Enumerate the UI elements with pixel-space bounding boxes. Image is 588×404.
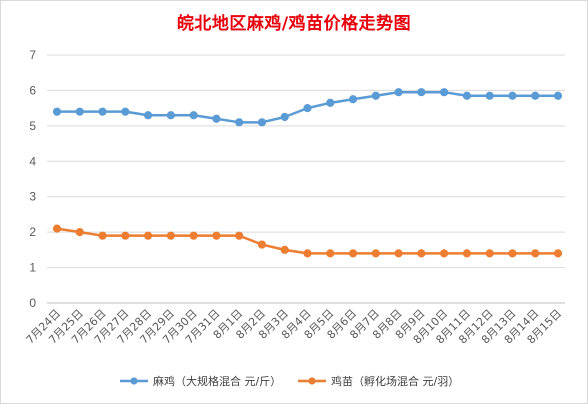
data-point <box>143 231 153 240</box>
data-point <box>348 95 358 104</box>
data-point <box>303 249 312 258</box>
data-point <box>257 118 267 127</box>
y-axis-ticks: 0 1 2 3 4 5 6 7 <box>29 48 36 310</box>
data-point <box>121 231 130 240</box>
data-point <box>553 249 563 258</box>
legend-label: 鸡苗（孵化场混合 元/羽） <box>331 374 459 388</box>
legend-swatch-marker <box>308 377 316 385</box>
data-point <box>394 249 403 258</box>
y-tick-label: 2 <box>29 225 36 239</box>
data-point <box>235 118 244 127</box>
data-point <box>98 231 107 240</box>
data-point <box>531 249 540 258</box>
y-tick-label: 7 <box>29 48 36 62</box>
data-point <box>166 231 175 240</box>
data-point <box>75 228 84 237</box>
legend-item: 麻鸡（大规格混合 元/斤） <box>120 374 281 388</box>
x-axis-ticks: 7月24日7月25日7月26日7月27日7月28日7月29日7月30日7月31日… <box>24 307 565 347</box>
y-tick-label: 3 <box>29 190 36 204</box>
data-point <box>371 249 380 258</box>
data-point <box>143 111 153 120</box>
data-point <box>326 249 335 258</box>
data-point <box>326 98 335 107</box>
chart-title: 皖北地区麻鸡/鸡苗价格走势图 <box>176 14 412 34</box>
data-point <box>303 104 312 113</box>
data-point <box>440 88 449 97</box>
data-point <box>485 91 494 100</box>
data-point <box>75 107 84 116</box>
legend-item: 鸡苗（孵化场混合 元/羽） <box>298 374 459 388</box>
data-point <box>212 231 221 240</box>
y-tick-label: 5 <box>29 119 36 133</box>
y-tick-label: 4 <box>29 154 36 168</box>
legend-swatch-marker <box>130 377 138 385</box>
data-point <box>394 88 403 97</box>
y-tick-label: 1 <box>29 261 36 275</box>
data-point <box>166 111 175 120</box>
data-point <box>417 88 426 97</box>
data-point <box>531 91 540 100</box>
data-point <box>485 249 494 258</box>
data-point <box>462 91 472 100</box>
data-point <box>257 240 267 249</box>
series-2 <box>52 224 563 258</box>
legend-label: 麻鸡（大规格混合 元/斤） <box>153 374 281 388</box>
data-point <box>189 231 198 240</box>
data-point <box>508 91 517 100</box>
data-point <box>348 249 358 258</box>
data-point <box>553 91 563 100</box>
data-point <box>280 112 289 122</box>
grid-lines <box>47 54 565 304</box>
data-point <box>52 107 62 116</box>
data-point <box>440 249 449 258</box>
data-point <box>121 107 130 116</box>
series-1 <box>52 88 563 127</box>
data-point <box>462 249 472 258</box>
y-tick-label: 0 <box>29 296 36 310</box>
legend: 麻鸡（大规格混合 元/斤） 鸡苗（孵化场混合 元/羽） <box>120 374 459 388</box>
data-point <box>417 249 426 258</box>
data-point <box>280 245 289 254</box>
series-layer <box>52 88 563 258</box>
data-point <box>189 111 198 120</box>
y-tick-label: 6 <box>29 83 36 97</box>
data-point <box>371 91 380 100</box>
data-point <box>235 231 244 240</box>
data-point <box>98 107 107 116</box>
data-point <box>508 249 517 258</box>
data-point <box>212 114 221 123</box>
data-point <box>52 224 62 233</box>
